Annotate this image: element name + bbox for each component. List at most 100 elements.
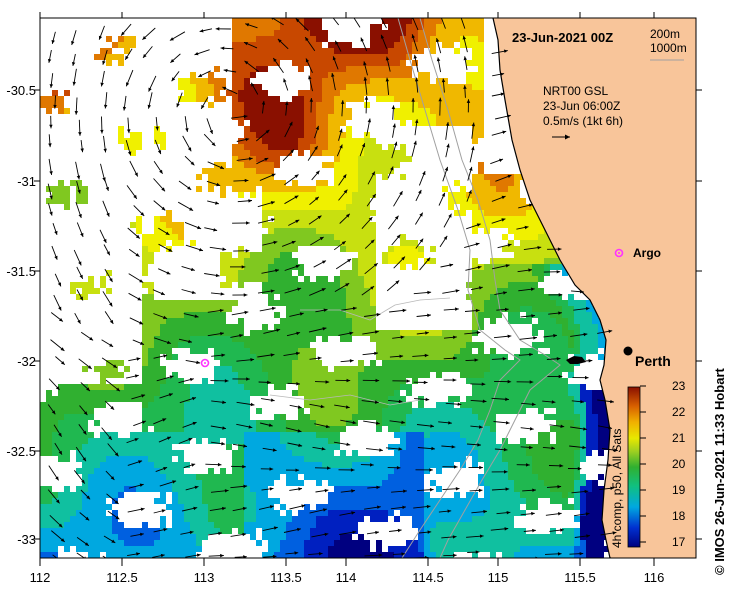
sst-pixel <box>412 336 418 342</box>
sst-pixel <box>490 348 496 354</box>
sst-pixel <box>280 120 286 126</box>
sst-pixel <box>304 462 310 468</box>
sst-pixel <box>334 540 340 546</box>
sst-pixel <box>364 390 370 396</box>
sst-pixel <box>544 300 550 306</box>
sst-pixel <box>358 534 364 540</box>
sst-pixel <box>232 492 238 498</box>
sst-pixel <box>100 450 106 456</box>
sst-pixel <box>364 252 370 258</box>
sst-pixel <box>292 522 298 528</box>
sst-pixel <box>220 468 226 474</box>
sst-pixel <box>292 138 298 144</box>
sst-pixel <box>454 534 460 540</box>
sst-pixel <box>310 474 316 480</box>
sst-pixel <box>238 60 244 66</box>
sst-pixel <box>478 192 484 198</box>
sst-pixel <box>400 438 406 444</box>
sst-pixel <box>262 384 268 390</box>
sst-pixel <box>472 276 478 282</box>
sst-pixel <box>526 366 532 372</box>
sst-pixel <box>562 474 568 480</box>
sst-pixel <box>544 372 550 378</box>
sst-pixel <box>214 384 220 390</box>
sst-pixel <box>70 540 76 546</box>
contour-200m <box>397 18 521 558</box>
sst-pixel <box>394 552 400 558</box>
sst-pixel <box>154 456 160 462</box>
sst-pixel <box>220 522 226 528</box>
sst-pixel <box>274 312 280 318</box>
sst-pixel <box>526 288 532 294</box>
sst-pixel <box>310 234 316 240</box>
sst-pixel <box>220 414 226 420</box>
sst-pixel <box>358 240 364 246</box>
sst-pixel <box>64 384 70 390</box>
current-vector-icon <box>210 379 229 383</box>
sst-pixel <box>334 84 340 90</box>
sst-pixel <box>214 492 220 498</box>
sst-pixel <box>184 480 190 486</box>
sst-pixel <box>124 450 130 456</box>
sst-pixel <box>124 474 130 480</box>
sst-pixel <box>358 330 364 336</box>
sst-pixel <box>556 540 562 546</box>
sst-pixel <box>262 108 268 114</box>
sst-pixel <box>244 36 250 42</box>
sst-pixel <box>304 42 310 48</box>
sst-pixel <box>508 456 514 462</box>
sst-pixel <box>280 114 286 120</box>
sst-pixel <box>322 312 328 318</box>
sst-pixel <box>70 516 76 522</box>
sst-pixel <box>304 522 310 528</box>
sst-pixel <box>304 504 310 510</box>
sst-pixel <box>262 378 268 384</box>
sst-pixel <box>208 504 214 510</box>
sst-pixel <box>46 420 52 426</box>
sst-pixel <box>82 546 88 552</box>
sst-pixel <box>232 84 238 90</box>
sst-pixel <box>592 336 598 342</box>
sst-pixel <box>508 450 514 456</box>
sst-pixel <box>400 546 406 552</box>
sst-pixel <box>286 432 292 438</box>
sst-pixel <box>298 198 304 204</box>
sst-pixel <box>322 552 328 558</box>
sst-pixel <box>58 408 64 414</box>
sst-pixel <box>484 360 490 366</box>
sst-pixel <box>286 354 292 360</box>
sst-pixel <box>238 528 244 534</box>
sst-pixel <box>220 432 226 438</box>
sst-pixel <box>238 180 244 186</box>
sst-pixel <box>310 114 316 120</box>
sst-pixel <box>316 402 322 408</box>
sst-pixel <box>406 486 412 492</box>
sst-pixel <box>520 480 526 486</box>
sst-pixel <box>502 450 508 456</box>
sst-pixel <box>382 150 388 156</box>
current-vector-icon <box>389 354 404 358</box>
sst-pixel <box>496 384 502 390</box>
sst-pixel <box>64 516 70 522</box>
sst-pixel <box>298 18 304 24</box>
current-vector-icon <box>281 240 296 247</box>
sst-pixel <box>280 270 286 276</box>
sst-pixel <box>478 324 484 330</box>
sst-pixel <box>550 396 556 402</box>
sst-pixel <box>484 288 490 294</box>
sst-pixel <box>508 222 514 228</box>
sst-pixel <box>508 270 514 276</box>
sst-pixel <box>268 114 274 120</box>
sst-pixel <box>310 138 316 144</box>
sst-pixel <box>532 264 538 270</box>
sst-pixel <box>220 264 226 270</box>
sst-pixel <box>274 222 280 228</box>
sst-pixel <box>262 126 268 132</box>
sst-pixel <box>460 84 466 90</box>
sst-pixel <box>370 30 376 36</box>
sst-pixel <box>298 24 304 30</box>
sst-pixel <box>52 426 58 432</box>
sst-pixel <box>412 516 418 522</box>
current-vector-icon <box>233 249 250 253</box>
sst-pixel <box>550 312 556 318</box>
